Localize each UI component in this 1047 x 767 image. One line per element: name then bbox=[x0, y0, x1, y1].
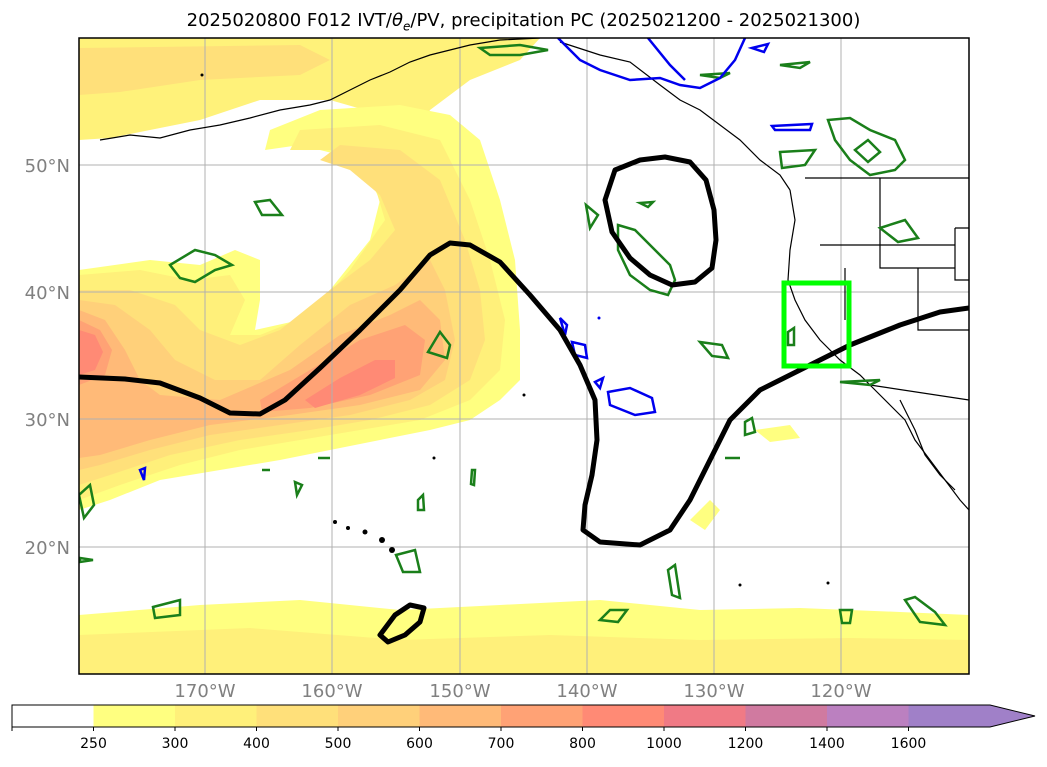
lon-label-140w: 140°W bbox=[556, 681, 617, 702]
colorbar-segment bbox=[582, 705, 664, 727]
ivt-patch-a bbox=[690, 500, 720, 530]
colorbar-tick-label: 1600 bbox=[891, 736, 927, 752]
us-west-coast bbox=[787, 189, 969, 511]
colorbar-under-segment bbox=[12, 705, 94, 727]
coastlines bbox=[99, 38, 969, 511]
colorbar-tick-label: 600 bbox=[406, 736, 433, 752]
bc-coast bbox=[559, 41, 791, 191]
ivt-patch-b bbox=[755, 425, 800, 442]
colorbar-tick-label: 400 bbox=[243, 736, 270, 752]
green-contours bbox=[79, 43, 948, 627]
lat-label-20n: 20°N bbox=[25, 538, 70, 559]
colorbar-segment bbox=[175, 705, 257, 727]
title-prefix: 2025020800 F012 IVT/ bbox=[186, 10, 392, 31]
map-panel bbox=[79, 38, 969, 674]
colorbar-segment bbox=[501, 705, 583, 727]
colorbar-tick-label: 1400 bbox=[809, 736, 845, 752]
colorbar-extend-arrow bbox=[908, 705, 1035, 727]
colorbar-segment bbox=[827, 705, 909, 727]
colorbar: 250 300 400 500 600 700 800 1000 1200 1400 1600 bbox=[11, 704, 1036, 752]
colorbar-segment bbox=[338, 705, 420, 727]
state-borders bbox=[820, 178, 969, 331]
title-theta: θ bbox=[391, 10, 403, 31]
colorbar-tick-label: 1200 bbox=[728, 736, 764, 752]
colorbar-tick-label: 250 bbox=[80, 736, 107, 752]
colorbar-segment bbox=[664, 705, 746, 727]
colorbar-segment bbox=[745, 705, 827, 727]
title-theta-sub: e bbox=[403, 19, 411, 34]
map-title: 2025020800 F012 IVT/θe/PV, precipitation… bbox=[0, 10, 1047, 34]
pv-contours bbox=[79, 154, 969, 645]
colorbar-outline bbox=[11, 704, 1036, 728]
colorbar-segment bbox=[256, 705, 338, 727]
mexico-border bbox=[869, 384, 969, 401]
lat-label-30n: 30°N bbox=[25, 410, 70, 431]
colorbar-tick-label: 700 bbox=[488, 736, 515, 752]
pv-closed-south bbox=[377, 602, 427, 645]
lat-label-40n: 40°N bbox=[25, 283, 70, 304]
colorbar-tick-label: 800 bbox=[569, 736, 596, 752]
title-suffix: /PV, precipitation PC (2025021200 - 2025… bbox=[410, 10, 861, 31]
pv-closed-north bbox=[602, 154, 719, 288]
baja bbox=[899, 399, 956, 491]
islands bbox=[200, 73, 830, 587]
colorbar-segment bbox=[93, 705, 175, 727]
lon-label-170w: 170°W bbox=[174, 681, 235, 702]
ivt-south-inner bbox=[79, 628, 969, 674]
lon-label-150w: 150°W bbox=[429, 681, 490, 702]
colorbar-tick-label: 300 bbox=[162, 736, 189, 752]
lat-label-50n: 50°N bbox=[25, 156, 70, 177]
highlight-region-box bbox=[781, 280, 852, 369]
lon-label-120w: 120°W bbox=[810, 681, 871, 702]
colorbar-tick-label: 500 bbox=[325, 736, 352, 752]
lon-label-160w: 160°W bbox=[301, 681, 362, 702]
pv-main-contour bbox=[79, 240, 969, 548]
alaska-coast bbox=[99, 38, 541, 141]
map-frame bbox=[78, 37, 970, 675]
colorbar-segment bbox=[419, 705, 501, 727]
colorbar-tick-label: 1000 bbox=[646, 736, 682, 752]
lon-label-130w: 130°W bbox=[683, 681, 744, 702]
